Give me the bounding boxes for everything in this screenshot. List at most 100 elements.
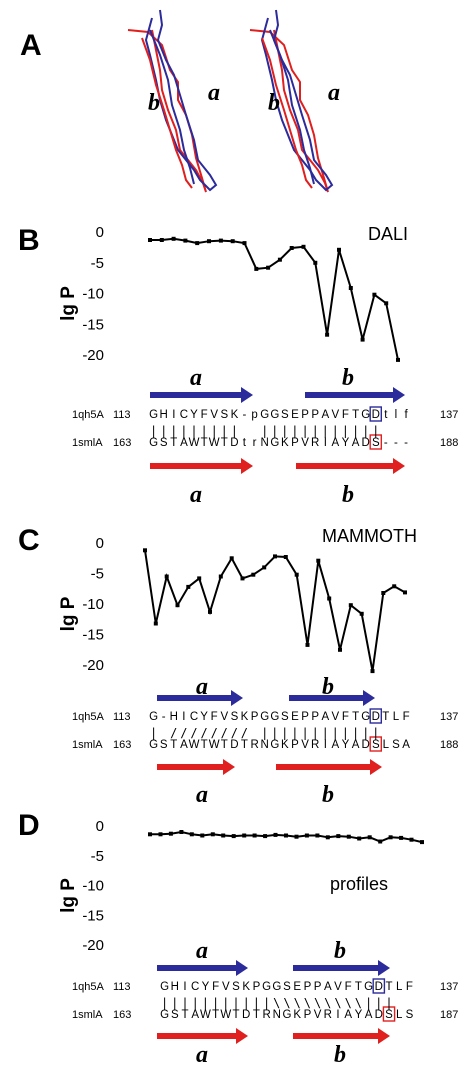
data-point	[179, 830, 184, 834]
y-tick-label: -10	[82, 878, 104, 895]
seq-start-bottom: 163	[113, 739, 131, 751]
alignment-link: /	[231, 726, 238, 740]
residue-top: P	[253, 981, 261, 993]
residue-bottom: D	[242, 1009, 250, 1021]
alignment-link: |	[202, 996, 209, 1010]
residue-bottom: V	[314, 1009, 322, 1021]
strand-trace-red	[127, 29, 207, 193]
panel-a-letter: A	[20, 29, 42, 62]
seq-start-top: 113	[113, 711, 131, 723]
residue-bottom: P	[291, 437, 299, 449]
strand-label-bottom-b: b	[322, 782, 334, 808]
data-point	[372, 292, 377, 297]
residue-top: L	[393, 711, 400, 723]
alignment-link: |	[161, 996, 168, 1010]
y-tick-label: -20	[82, 347, 104, 364]
data-point	[273, 554, 277, 559]
data-point	[294, 572, 299, 577]
alignment-link: /	[241, 726, 248, 740]
data-point	[171, 236, 176, 241]
data-point	[197, 576, 202, 581]
residue-bottom: R	[324, 1009, 332, 1021]
residue-bottom: A	[402, 739, 410, 751]
residue-bottom: R	[311, 739, 319, 751]
data-point	[210, 832, 215, 837]
alignment-link: |	[221, 424, 228, 438]
seq-end-bottom: 188	[440, 437, 458, 449]
seq-end-top: 137	[440, 981, 458, 993]
data-point	[183, 238, 188, 243]
residue-bottom: L	[396, 1009, 403, 1021]
residue-bottom: Y	[342, 739, 350, 751]
data-point	[381, 591, 386, 595]
residue-top: K	[231, 409, 239, 421]
alignment-link: \	[355, 996, 362, 1010]
alignment-link: |	[232, 996, 239, 1010]
residue-bottom: N	[273, 1009, 281, 1021]
method-label: profiles	[330, 874, 388, 894]
residue-top: G	[270, 711, 279, 723]
seq-start-bottom: 163	[113, 437, 131, 449]
seq-end-top: 137	[440, 711, 458, 723]
residue-bottom: T	[232, 1009, 239, 1021]
strand-label-bottom-a: a	[196, 1042, 208, 1066]
data-point	[336, 834, 341, 839]
residue-top: I	[182, 711, 185, 723]
alignment-link: |	[352, 424, 359, 438]
residue-top: G	[361, 409, 370, 421]
residue-bottom: T	[181, 1009, 188, 1021]
data-point	[277, 257, 282, 262]
data-point	[305, 642, 310, 647]
data-point	[360, 337, 365, 342]
strand-label-top-b: b	[322, 674, 334, 700]
alignment-link: \	[294, 996, 301, 1010]
residue-top: D	[372, 711, 380, 723]
alignment-link: |	[352, 726, 359, 740]
series-line	[144, 550, 406, 672]
residue-top: H	[171, 981, 179, 993]
alignment-link: |	[301, 424, 308, 438]
alignment-link: |	[211, 424, 218, 438]
data-point	[168, 831, 173, 836]
data-point	[388, 835, 393, 840]
residue-top: P	[311, 409, 319, 421]
alignment-link: |	[253, 996, 260, 1010]
residue-top: F	[342, 711, 349, 723]
strand-label-bottom-b: b	[334, 1042, 346, 1066]
strand-trace-blue-inner	[269, 29, 315, 185]
residue-bottom: S	[392, 739, 400, 751]
seq-name-top: 1qh5A	[72, 981, 104, 993]
residue-top: T	[352, 409, 359, 421]
alignment-link: |	[222, 996, 229, 1010]
data-point	[159, 238, 164, 242]
residue-bottom: K	[281, 739, 289, 751]
residue-bottom: T	[253, 1009, 260, 1021]
data-point	[230, 239, 235, 244]
strand-arrow-top-b-head	[378, 960, 390, 976]
residue-bottom: W	[200, 1009, 211, 1021]
series-line	[150, 237, 399, 361]
residue-bottom: K	[281, 437, 289, 449]
alignment-link: |	[372, 726, 379, 740]
residue-top: E	[293, 981, 301, 993]
data-point	[315, 833, 320, 838]
residue-bottom: G	[149, 739, 158, 751]
strand-trace-red	[249, 29, 329, 193]
residue-bottom: W	[189, 437, 200, 449]
residue-top: t	[384, 409, 388, 421]
data-point	[229, 556, 234, 561]
residue-bottom: S	[160, 437, 168, 449]
alignment-link: |	[332, 726, 339, 740]
data-point	[273, 832, 278, 837]
strand-label-b-right: b	[268, 90, 280, 116]
data-point	[207, 239, 211, 244]
alignment-link: \	[273, 996, 280, 1010]
chart-panel-b: Blg P 0 -5 -10 -15 -20 DALI	[18, 224, 408, 364]
residue-top: C	[190, 711, 198, 723]
residue-top: l	[395, 409, 398, 421]
residue-bottom: N	[261, 437, 269, 449]
chart-panel-c: Clg P 0 -5 -10 -15 -20 MAMMOTH	[18, 524, 417, 674]
data-point	[289, 246, 294, 250]
strand-trace-red-inner	[141, 37, 193, 189]
strand-trace-red-inner	[261, 37, 313, 189]
